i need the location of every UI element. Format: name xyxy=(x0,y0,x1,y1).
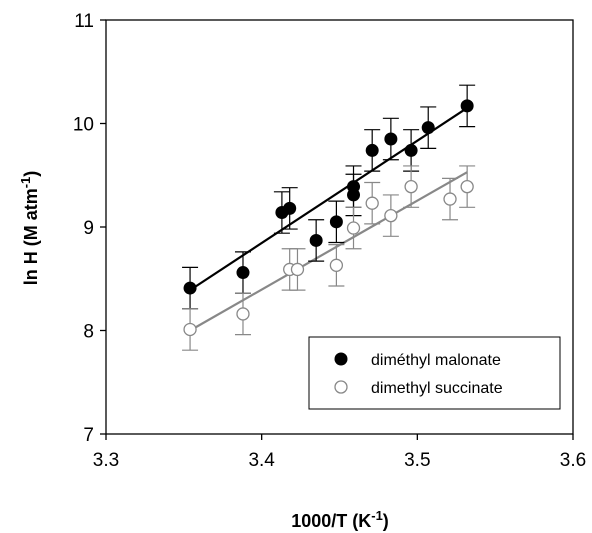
data-points xyxy=(183,99,474,337)
data-point-series-1 xyxy=(183,322,197,337)
fit-line-series-1 xyxy=(189,171,468,332)
y-axis-title: ln H (M atm-1) xyxy=(18,171,41,286)
x-tick-label: 3.6 xyxy=(560,450,586,471)
data-point-series-1 xyxy=(384,208,398,223)
x-axis-title: 1000/T (K-1) xyxy=(291,508,389,531)
data-point-series-0 xyxy=(329,215,343,229)
data-point-series-1 xyxy=(365,196,379,210)
fit-line-series-0 xyxy=(189,107,468,292)
data-point-series-0 xyxy=(236,266,250,280)
data-point-series-0 xyxy=(404,143,418,157)
data-point-series-1 xyxy=(460,179,474,194)
legend-label-dimethyl-succinate: dimethyl succinate xyxy=(371,380,503,397)
x-tick-label: 3.4 xyxy=(248,450,275,471)
data-point-series-0 xyxy=(365,143,379,157)
data-point-series-0 xyxy=(183,281,197,295)
data-point-series-0 xyxy=(384,132,398,146)
data-point-series-1 xyxy=(236,307,250,321)
y-tick-label: 11 xyxy=(74,11,94,32)
x-tick-label: 3.3 xyxy=(93,450,119,471)
data-point-series-0 xyxy=(347,180,361,194)
legend-marker-dimethyl-malonate xyxy=(334,352,348,366)
data-point-series-1 xyxy=(443,192,457,206)
x-tick-label: 3.5 xyxy=(404,450,430,471)
y-tick-label: 10 xyxy=(73,115,94,136)
y-tick-label: 8 xyxy=(83,322,94,343)
data-point-series-1 xyxy=(404,179,418,194)
data-point-series-0 xyxy=(309,233,323,247)
fit-lines xyxy=(189,107,468,332)
data-point-series-0 xyxy=(460,99,474,113)
legend-label-dimethyl-malonate: diméthyl malonate xyxy=(371,352,501,369)
legend: diméthyl malonate dimethyl succinate xyxy=(308,336,561,410)
error-bars xyxy=(182,84,476,351)
axis-ticks: 3.3 3.4 3.5 3.6 7 8 9 10 11 xyxy=(73,11,586,471)
y-tick-label: 7 xyxy=(83,425,94,446)
legend-box xyxy=(308,336,561,410)
data-point-series-1 xyxy=(329,258,344,272)
data-point-series-0 xyxy=(421,121,435,135)
y-tick-label: 9 xyxy=(83,218,94,239)
data-point-series-0 xyxy=(283,201,297,215)
data-point-series-1 xyxy=(346,221,361,235)
data-point-series-1 xyxy=(290,262,305,277)
legend-marker-dimethyl-succinate xyxy=(334,380,348,394)
